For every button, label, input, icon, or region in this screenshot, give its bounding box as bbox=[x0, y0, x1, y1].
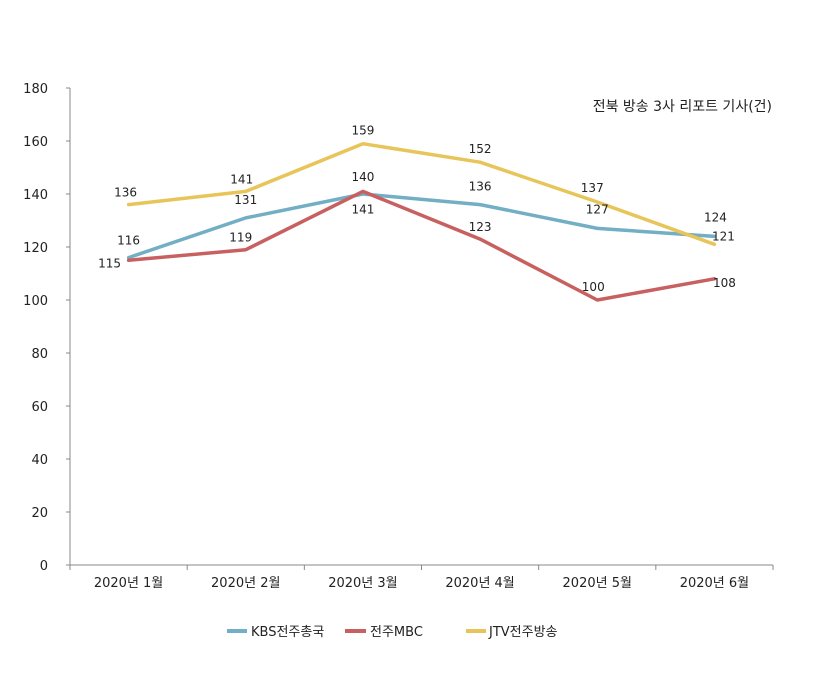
y-axis: 0 20 40 60 80 100 120 140 160 180 bbox=[23, 82, 71, 574]
y-tick-label: 180 bbox=[23, 82, 48, 97]
data-label: 100 bbox=[582, 280, 605, 294]
series-line-1 bbox=[126, 192, 717, 260]
data-label: 108 bbox=[713, 276, 736, 290]
data-label: 123 bbox=[469, 220, 492, 234]
x-tick-label: 2020년 2월 bbox=[211, 576, 280, 591]
y-tick-label: 0 bbox=[40, 559, 48, 574]
data-label: 127 bbox=[586, 202, 609, 216]
data-label: 119 bbox=[229, 231, 252, 245]
x-tick-label: 2020년 6월 bbox=[680, 576, 749, 591]
data-label: 140 bbox=[351, 170, 374, 184]
x-tick-label: 2020년 4월 bbox=[445, 576, 514, 591]
data-label: 141 bbox=[351, 202, 374, 216]
series-line-3 bbox=[126, 141, 717, 247]
chart-annotation: 전북 방송 3사 리포트 기사(건) bbox=[593, 99, 772, 115]
data-label: 131 bbox=[234, 193, 257, 207]
data-label: 121 bbox=[712, 229, 735, 243]
legend: KBS전주총국 전주MBC JTV전주방송 bbox=[227, 625, 558, 640]
data-label: 136 bbox=[469, 180, 492, 194]
data-labels: 116 131 140 136 127 124 115 119 141 123 100 108 136 1… bbox=[98, 124, 736, 294]
data-label: 159 bbox=[351, 124, 374, 138]
y-tick-label: 140 bbox=[23, 188, 48, 203]
y-tick-label: 120 bbox=[23, 241, 48, 256]
data-label: 141 bbox=[230, 172, 253, 186]
x-axis: 2020년 1월 2020년 2월 2020년 3월 2020년 4월 2020년 5월… bbox=[69, 564, 774, 591]
y-tick-label: 20 bbox=[31, 506, 48, 521]
x-tick-label: 2020년 1월 bbox=[94, 576, 163, 591]
x-tick-label: 2020년 3월 bbox=[328, 576, 397, 591]
data-label: 152 bbox=[469, 142, 492, 156]
data-label: 124 bbox=[704, 210, 727, 224]
y-tick-label: 160 bbox=[23, 135, 48, 150]
x-tick-label: 2020년 5월 bbox=[563, 576, 632, 591]
y-tick-label: 100 bbox=[23, 294, 48, 309]
legend-label: JTV전주방송 bbox=[488, 625, 558, 640]
legend-label: 전주MBC bbox=[370, 625, 423, 640]
data-label: 116 bbox=[117, 234, 140, 248]
data-label: 136 bbox=[114, 186, 137, 200]
y-tick-label: 40 bbox=[31, 453, 48, 468]
y-tick-label: 80 bbox=[31, 347, 48, 362]
data-label: 137 bbox=[581, 181, 604, 195]
y-tick-label: 60 bbox=[31, 400, 48, 415]
series-line-2 bbox=[126, 189, 717, 302]
legend-label: KBS전주총국 bbox=[251, 625, 324, 640]
series-lines bbox=[126, 141, 717, 302]
data-label: 115 bbox=[98, 256, 121, 270]
